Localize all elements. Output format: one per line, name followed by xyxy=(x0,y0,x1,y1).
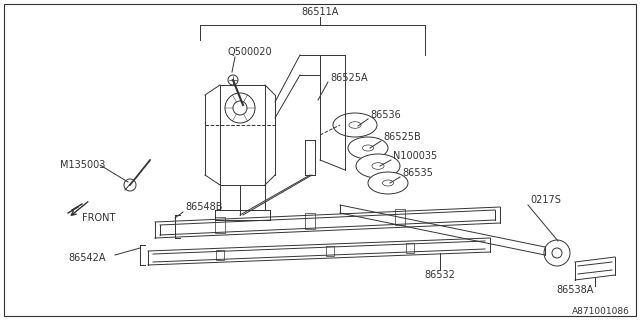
Text: 86532: 86532 xyxy=(424,270,456,280)
Bar xyxy=(406,243,414,253)
Ellipse shape xyxy=(368,172,408,194)
Ellipse shape xyxy=(348,137,388,159)
Text: A871001086: A871001086 xyxy=(572,308,630,316)
Text: 86525B: 86525B xyxy=(383,132,420,142)
Ellipse shape xyxy=(333,113,377,137)
Text: Q500020: Q500020 xyxy=(228,47,273,57)
Bar xyxy=(305,213,315,229)
Text: 0217S: 0217S xyxy=(530,195,561,205)
Text: 86542A: 86542A xyxy=(68,253,106,263)
Text: 86538A: 86538A xyxy=(556,285,594,295)
Circle shape xyxy=(544,240,570,266)
Text: 86548B: 86548B xyxy=(185,202,223,212)
Bar xyxy=(326,246,334,256)
Text: FRONT: FRONT xyxy=(82,213,115,223)
Bar xyxy=(395,209,405,225)
Ellipse shape xyxy=(356,154,400,178)
Text: 86525A: 86525A xyxy=(330,73,367,83)
Text: M135003: M135003 xyxy=(60,160,106,170)
Bar xyxy=(215,217,225,233)
Text: N100035: N100035 xyxy=(393,151,437,161)
Text: 86536: 86536 xyxy=(370,110,401,120)
Text: 86511A: 86511A xyxy=(301,7,339,17)
Bar xyxy=(216,250,224,260)
Text: 86535: 86535 xyxy=(402,168,433,178)
